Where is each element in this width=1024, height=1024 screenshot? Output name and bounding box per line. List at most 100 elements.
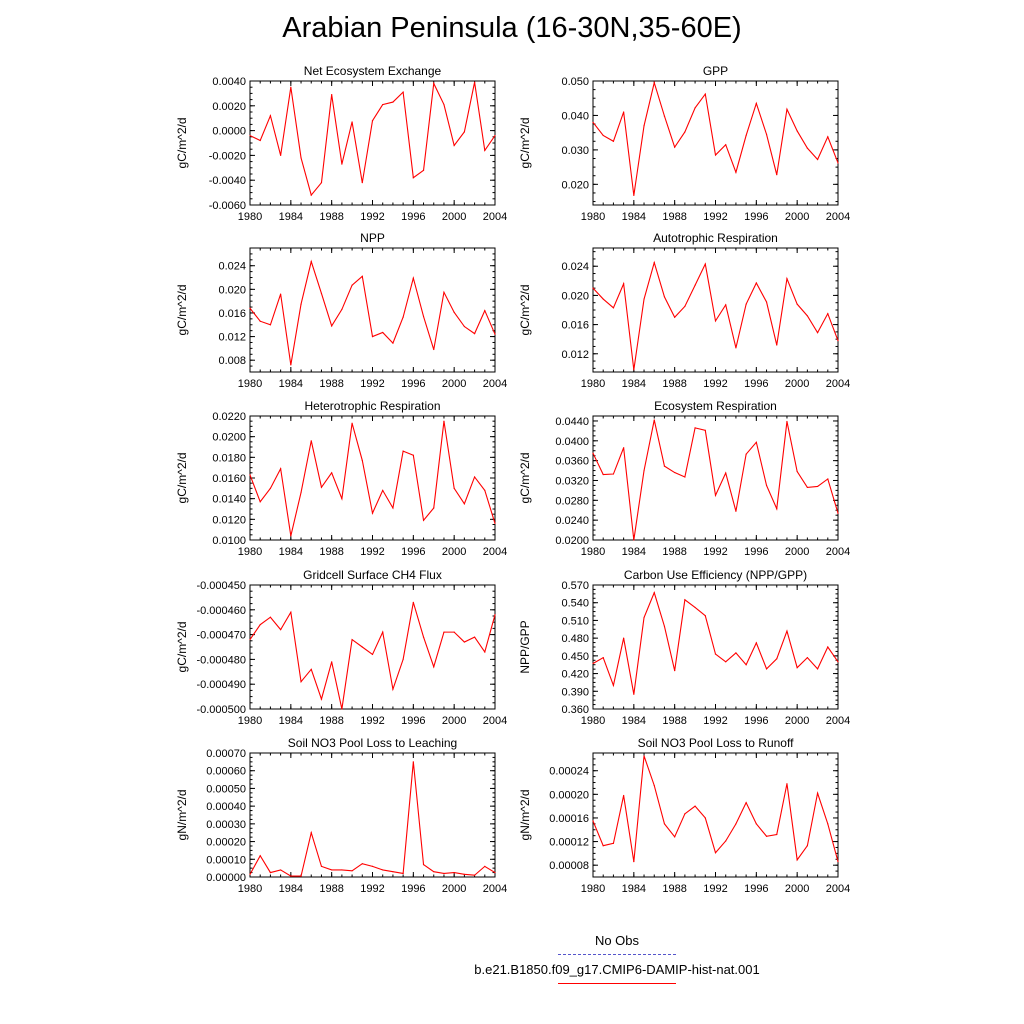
y-tick-label: -0.000470: [196, 630, 246, 642]
y-tick-label: 0.480: [561, 633, 589, 645]
data-point: [714, 320, 717, 322]
data-point: [633, 693, 635, 695]
y-tick-label: 0.570: [561, 580, 589, 592]
x-tick-label: 2004: [483, 883, 507, 895]
x-tick-label: 2000: [442, 378, 466, 390]
data-point: [331, 869, 333, 871]
data-point: [633, 861, 635, 863]
y-axis-label: gC/m^2/d: [175, 118, 189, 169]
x-tick-label: 1984: [622, 378, 646, 390]
data-point: [290, 611, 292, 613]
data-point: [433, 507, 435, 509]
y-tick-label: 0.016: [218, 308, 246, 320]
data-point: [280, 293, 282, 295]
data-point: [776, 344, 778, 346]
data-point: [300, 491, 302, 494]
data-point: [361, 459, 363, 462]
y-tick-label: 0.00020: [549, 789, 589, 801]
data-point: [484, 309, 486, 312]
chart-panel: Heterotrophic Respiration gC/m^2/d 1980 198…: [175, 399, 507, 558]
data-point: [663, 115, 666, 117]
y-tick-label: 0.00024: [549, 766, 589, 778]
data-point: [816, 485, 819, 488]
data-point: [827, 646, 829, 648]
series-line: [592, 419, 839, 541]
data-point: [623, 283, 625, 285]
data-point: [310, 194, 312, 196]
x-tick-label: 1992: [703, 378, 727, 390]
y-tick-label: 0.016: [561, 320, 589, 332]
series-line: [592, 80, 839, 196]
chart-panel: NPP gC/m^2/d 1980 1984 1988 1992 1996 2000 2004 0…: [175, 231, 507, 390]
y-tick-label: 0.050: [561, 76, 589, 88]
data-point: [361, 863, 363, 865]
data-point: [371, 653, 374, 656]
data-point: [361, 646, 363, 648]
x-tick-label: 1992: [703, 883, 727, 895]
data-point: [602, 473, 604, 476]
x-tick-label: 1980: [238, 378, 262, 390]
y-tick-label: 0.0280: [555, 495, 589, 507]
data-point: [653, 261, 655, 264]
data-point: [473, 81, 476, 83]
plot-frame: [249, 752, 496, 878]
data-point: [725, 661, 727, 663]
data-point: [704, 429, 706, 431]
data-point: [704, 93, 706, 95]
y-tick-label: 0.024: [218, 261, 246, 273]
data-point: [443, 103, 445, 106]
y-tick-label: 0.450: [561, 651, 589, 663]
series-line: [592, 591, 839, 695]
data-point: [663, 296, 666, 298]
x-tick-label: 1984: [279, 546, 303, 558]
x-tick-label: 1996: [744, 546, 768, 558]
y-tick-label: 0.00020: [206, 837, 246, 849]
plot-frame: [592, 584, 839, 710]
x-tick-label: 1980: [581, 378, 605, 390]
data-point: [371, 120, 374, 122]
data-point: [361, 275, 363, 277]
y-tick-label: -0.000480: [196, 654, 246, 666]
data-point: [463, 873, 465, 875]
page-title: Arabian Peninsula (16-30N,35-60E): [282, 12, 742, 44]
data-point: [796, 859, 798, 861]
data-point: [837, 512, 839, 514]
data-point: [320, 182, 323, 184]
data-point: [402, 658, 404, 661]
data-point: [745, 303, 747, 305]
plot-frame: [592, 752, 839, 878]
data-point: [341, 869, 343, 871]
data-point: [694, 805, 696, 807]
data-point: [592, 452, 594, 454]
data-point: [361, 182, 363, 184]
data-point: [612, 140, 615, 142]
data-point: [765, 668, 768, 670]
data-point: [623, 794, 625, 797]
plot-frame: [249, 584, 496, 710]
x-tick-label: 2004: [826, 378, 850, 390]
data-point: [735, 823, 737, 825]
data-point: [735, 510, 737, 512]
data-point: [331, 661, 333, 663]
data-point: [494, 134, 496, 137]
data-point: [674, 146, 676, 148]
data-point: [249, 307, 251, 309]
x-tick-label: 2000: [785, 211, 809, 223]
data-point: [745, 802, 747, 804]
data-point: [371, 865, 374, 867]
y-tick-label: 0.012: [561, 349, 589, 361]
data-point: [473, 476, 476, 478]
y-tick-label: 0.0120: [212, 514, 246, 526]
data-point: [259, 139, 261, 142]
data-point: [612, 842, 615, 844]
data-point: [422, 519, 425, 521]
x-tick-label: 1996: [744, 715, 768, 727]
data-point: [786, 630, 788, 632]
data-point: [704, 615, 706, 617]
y-tick-label: 0.420: [561, 669, 589, 681]
data-point: [249, 873, 251, 875]
data-point: [745, 134, 747, 137]
data-point: [463, 131, 465, 133]
y-tick-label: 0.008: [218, 355, 246, 367]
y-tick-label: 0.540: [561, 598, 589, 610]
